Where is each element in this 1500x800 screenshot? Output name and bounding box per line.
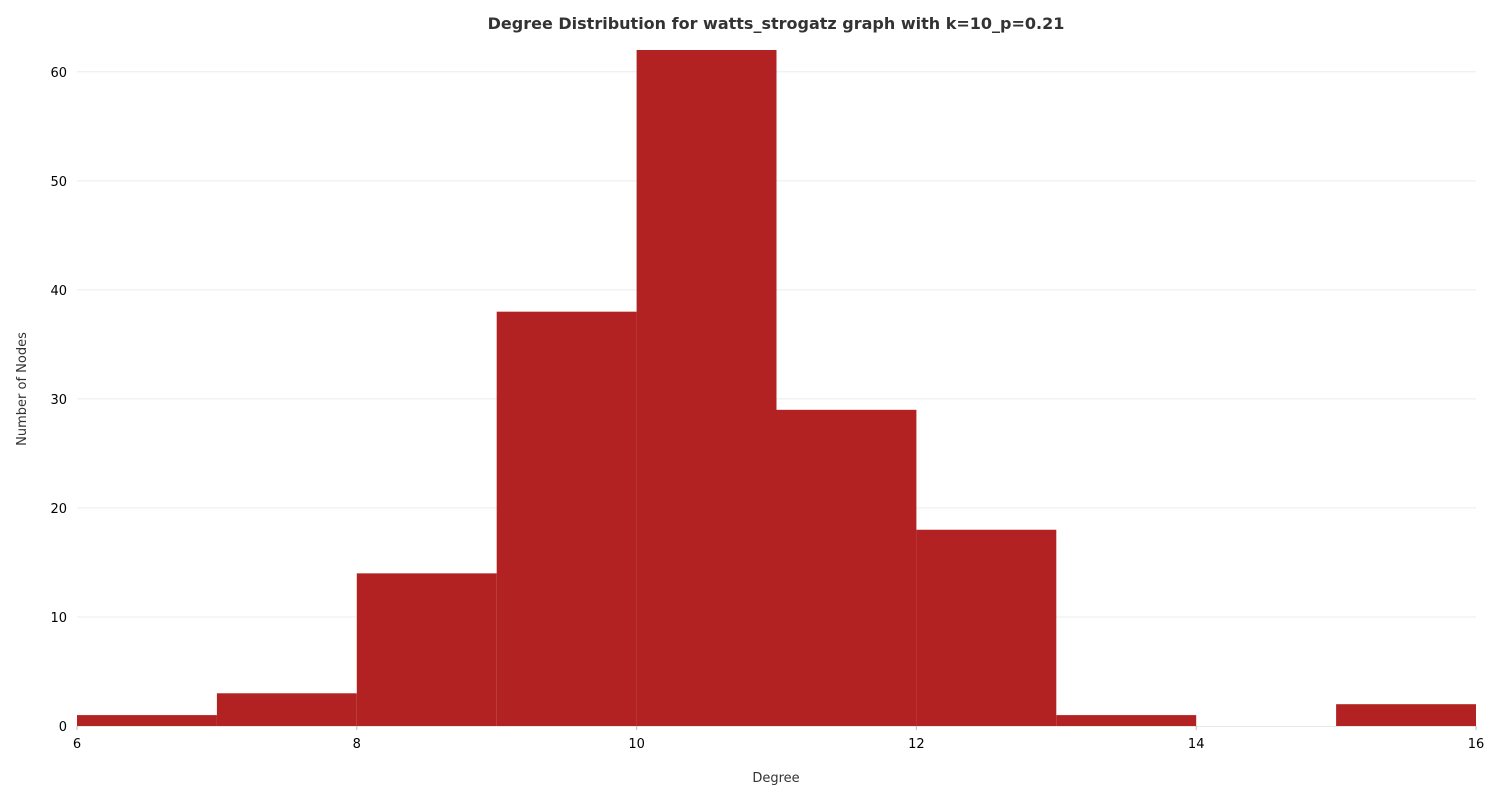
x-tick-label: 8 <box>353 737 361 752</box>
y-axis-label: Number of Nodes <box>15 332 30 446</box>
y-tick-label: 10 <box>50 611 67 626</box>
y-tick-label: 30 <box>50 393 67 408</box>
y-tick-label: 20 <box>50 502 67 517</box>
y-tick-label: 0 <box>59 720 67 735</box>
x-tick-label: 16 <box>1468 737 1485 752</box>
histogram-bar <box>496 311 637 726</box>
histogram-bar <box>1056 715 1197 726</box>
histogram-bar <box>356 573 497 726</box>
histogram-bar <box>216 693 357 726</box>
histogram-bar <box>776 409 917 726</box>
y-axis: 0 10 20 30 40 50 60 <box>50 66 67 735</box>
x-tick-label: 6 <box>73 737 81 752</box>
chart-title: Degree Distribution for watts_strogatz g… <box>488 14 1065 33</box>
histogram-bar <box>916 529 1057 726</box>
bars-group <box>77 50 1476 726</box>
x-axis: 6 8 10 12 14 16 <box>73 726 1484 752</box>
x-tick-label: 12 <box>908 737 925 752</box>
y-tick-label: 50 <box>50 175 67 190</box>
x-tick-label: 10 <box>628 737 645 752</box>
x-axis-label: Degree <box>752 771 799 786</box>
histogram-bar <box>636 50 777 726</box>
histogram-bar <box>1336 704 1476 726</box>
y-tick-label: 40 <box>50 284 67 299</box>
y-tick-label: 60 <box>50 66 67 81</box>
histogram-bar <box>77 715 217 726</box>
x-tick-label: 14 <box>1188 737 1205 752</box>
